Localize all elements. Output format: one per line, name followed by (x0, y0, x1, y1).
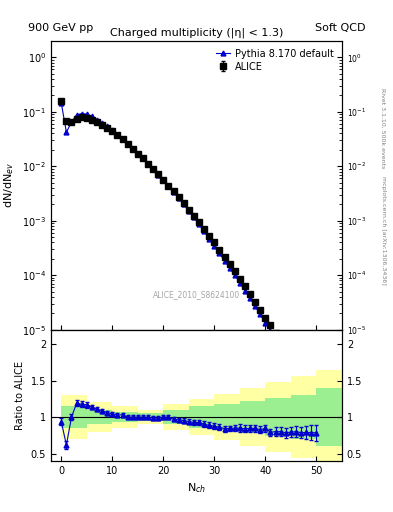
Pythia 8.170 default (299, 379, 303, 385)
Legend: Pythia 8.170 default, ALICE: Pythia 8.170 default, ALICE (213, 46, 337, 75)
X-axis label: N$_{ch}$: N$_{ch}$ (187, 481, 206, 495)
Title: Charged multiplicity (|η| < 1.3): Charged multiplicity (|η| < 1.3) (110, 28, 283, 38)
Text: ALICE_2010_S8624100: ALICE_2010_S8624100 (153, 290, 240, 300)
Pythia 8.170 default (217, 250, 222, 257)
Pythia 8.170 default (151, 166, 156, 173)
Text: Rivet 3.1.10, 500k events: Rivet 3.1.10, 500k events (381, 88, 386, 168)
Line: Pythia 8.170 default: Pythia 8.170 default (59, 100, 324, 422)
Y-axis label: dN/dN$_{ev}$: dN/dN$_{ev}$ (3, 162, 17, 208)
Pythia 8.170 default (59, 100, 64, 106)
Text: mcplots.cern.ch [arXiv:1306.3436]: mcplots.cern.ch [arXiv:1306.3436] (381, 176, 386, 285)
Pythia 8.170 default (79, 111, 84, 117)
Text: Soft QCD: Soft QCD (315, 23, 365, 33)
Y-axis label: Ratio to ALICE: Ratio to ALICE (15, 360, 25, 430)
Text: 900 GeV pp: 900 GeV pp (28, 23, 93, 33)
Pythia 8.170 default (319, 417, 324, 423)
Pythia 8.170 default (227, 265, 232, 271)
Pythia 8.170 default (182, 201, 186, 207)
